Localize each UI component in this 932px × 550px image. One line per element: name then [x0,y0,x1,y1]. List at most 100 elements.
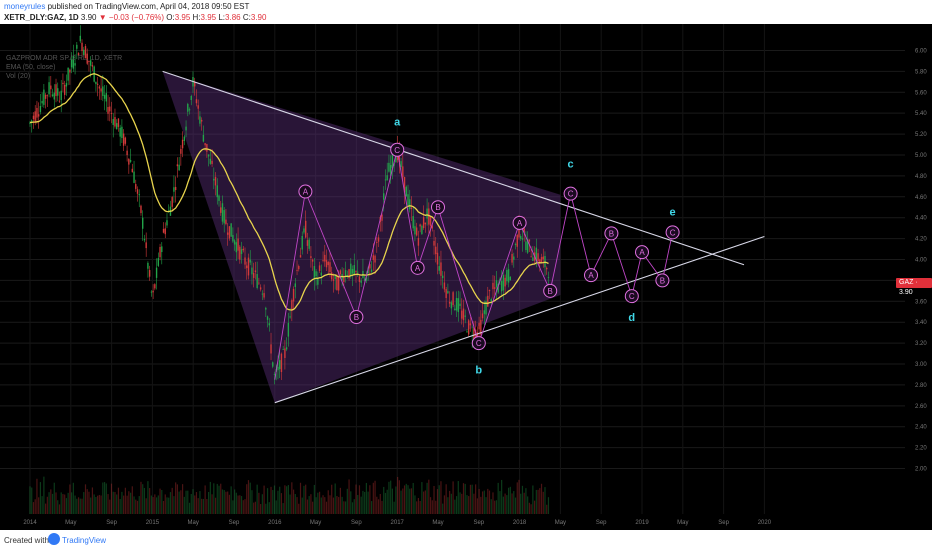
volume-bar [154,494,156,514]
candle-body [31,120,33,122]
candle-body [386,175,388,181]
candle-body [351,268,354,274]
volume-bar [83,492,85,514]
volume-bar [490,499,492,514]
volume-bar [57,500,59,514]
volume-bar [60,492,62,514]
candle-body [360,280,362,283]
symbol-line: XETR_DLY:GAZ, 1D 3.90 ▼ −0.03 (−0.76%) O… [4,13,266,22]
volume-bar [249,482,251,514]
volume-bar [516,482,518,514]
candle-body [214,176,217,186]
volume-bar [260,504,262,514]
volume-bar [542,491,544,514]
y-tick-label: 5.80 [915,69,927,75]
volume-bar [372,482,374,514]
x-tick-label: 2020 [758,520,772,526]
volume-bar [324,497,326,514]
candle-body [83,49,85,56]
candle-body [173,187,175,192]
volume-bar [235,492,237,514]
candle-body [433,240,435,246]
volume-bar [84,484,87,514]
candle-body [180,148,182,154]
volume-bar [29,486,31,514]
wave-label: B [354,313,359,322]
volume-bar [284,485,286,514]
volume-bar [492,492,494,514]
candle-body [500,281,503,292]
volume-bar [520,493,522,514]
candle-body [462,308,465,321]
candle-body [195,99,198,104]
volume-bar [202,498,204,514]
volume-bar [72,482,74,514]
volume-bar [289,494,291,514]
candle-body [159,246,161,258]
candle-body [410,207,413,210]
volume-bar [273,485,276,514]
candle-body [60,90,62,101]
volume-bar [381,500,383,514]
created-with-text: Created with [4,536,49,545]
legend-symbol: GAZPROM ADR SP./2 RL, 1D, XETR [6,55,123,62]
x-tick-label: May [555,520,566,526]
volume-bar [74,495,76,514]
volume-bar [546,504,548,514]
candle-body [36,107,38,118]
volume-bar [246,484,248,514]
candle-body [233,240,236,245]
volume-bar [161,489,163,514]
candle-body [407,194,409,206]
wave-label: A [588,271,594,280]
volume-bar [419,500,421,514]
candle-body [98,86,101,89]
candle-body [41,100,43,104]
candle-body [450,302,453,309]
candle-body [200,119,203,122]
candle-body [376,242,378,243]
volume-bar [305,484,307,514]
candle-body [259,287,262,290]
candle-body [39,106,42,113]
volume-bar [443,495,446,514]
degree-label: d [628,312,635,324]
volume-bar [457,481,459,514]
candle-body [322,260,324,261]
volume-bar [379,493,381,514]
degree-label: b [475,364,482,376]
candle-body [263,293,265,298]
candle-body [161,246,163,253]
wave-label-circle [655,273,670,288]
author-link[interactable]: moneyrules [4,2,46,11]
volume-bar [116,494,118,514]
wave-label-circle [563,186,578,201]
volume-bar [358,485,361,514]
candle-body [270,344,272,354]
candle-body [187,103,189,112]
legend-ema: EMA (50, close) [6,64,56,71]
wave-label: C [394,146,400,155]
tradingview-link[interactable]: TradingView [62,536,107,545]
candle-body [402,166,404,177]
volume-bar [514,497,517,514]
volume-bar [315,497,317,514]
wave-label: B [435,203,440,212]
candle-body [121,126,123,139]
candle-body [95,81,97,85]
candle-body [507,269,510,283]
price-chart[interactable]: A B C A B C A B C A B C A B Ca b c d e 6.00 5.80 5.60 5.40 5.2… [0,24,932,530]
y-tick-label: 2.00 [915,467,927,473]
volume-bar [95,497,97,514]
candle-body [48,82,50,95]
volume-bar [461,493,463,514]
y-tick-label: 5.00 [915,153,927,159]
candle-body [469,323,472,326]
volume-bar [166,497,168,514]
candle-body [310,256,312,258]
candle-body [37,114,40,117]
candle-body [273,374,276,375]
volume-bar [129,492,132,514]
candle-body [417,238,420,246]
